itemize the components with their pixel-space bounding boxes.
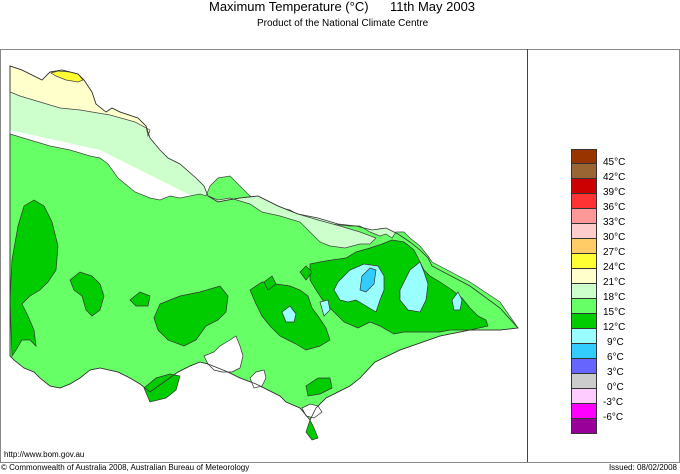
legend-label: 39°C <box>603 187 626 198</box>
zone-6-9 <box>359 267 377 293</box>
legend-label: 9°C <box>607 337 624 348</box>
legend-label: 18°C <box>603 292 626 303</box>
legend-swatch <box>571 284 597 299</box>
legend-swatch <box>571 299 597 314</box>
legend-label: 3°C <box>607 367 624 378</box>
legend-swatch <box>571 344 597 359</box>
legend-label: 30°C <box>603 232 626 243</box>
legend-swatch <box>571 209 597 224</box>
legend-label: -3°C <box>603 397 624 408</box>
legend-label: 21°C <box>603 277 626 288</box>
legend-swatch <box>571 224 597 239</box>
state-border <box>9 65 519 421</box>
legend-swatch <box>571 404 597 419</box>
legend-swatch <box>571 329 597 344</box>
legend-swatch <box>571 239 597 254</box>
source-url: http://www.bom.gov.au <box>4 450 85 459</box>
copyright-notice: © Commonwealth of Australia 2008, Austra… <box>1 463 250 472</box>
legend-swatch <box>571 374 597 389</box>
legend-label: 36°C <box>603 202 626 213</box>
title-date: 11th May 2003 <box>390 0 476 14</box>
legend-swatch <box>571 359 597 374</box>
legend-label: 42°C <box>603 172 626 183</box>
subtitle-text: Product of the National Climate Centre <box>257 18 429 29</box>
legend-divider <box>527 49 528 462</box>
legend-swatch <box>571 254 597 269</box>
legend-label: 45°C <box>603 157 626 168</box>
legend-label: 24°C <box>603 262 626 273</box>
title-text: Maximum Temperature (°C) <box>209 0 369 14</box>
legend-label: 12°C <box>603 322 626 333</box>
legend-swatch <box>571 269 597 284</box>
legend-label: -6°C <box>603 412 624 423</box>
legend-swatch <box>571 164 597 179</box>
legend-swatch <box>571 179 597 194</box>
legend-swatch <box>571 194 597 209</box>
legend-label: 33°C <box>603 217 626 228</box>
port-phillip-bay <box>203 335 244 373</box>
legend-swatch <box>571 149 597 164</box>
legend-label: 6°C <box>607 352 624 363</box>
legend-swatch <box>571 389 597 404</box>
legend-swatch <box>571 419 597 434</box>
zone-24-27 <box>50 70 84 83</box>
legend-label: 15°C <box>603 307 626 318</box>
legend-swatch <box>571 314 597 329</box>
legend-label: 27°C <box>603 247 626 258</box>
issued-date: Issued: 08/02/2008 <box>608 463 677 472</box>
zone-12-15 <box>9 199 489 441</box>
legend-label: 0°C <box>607 382 624 393</box>
